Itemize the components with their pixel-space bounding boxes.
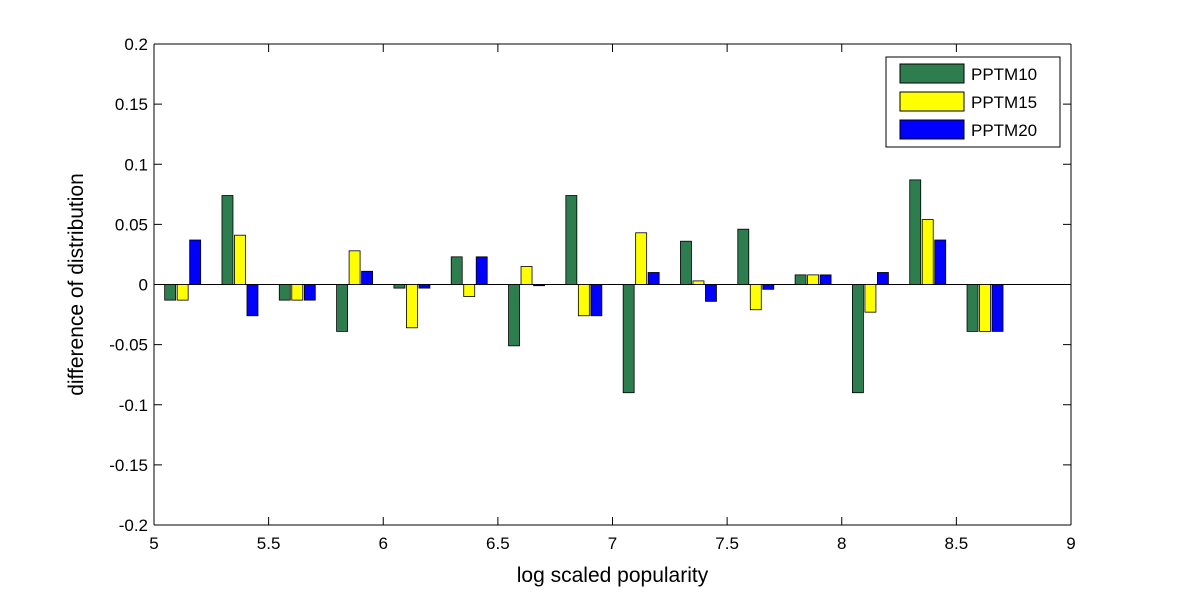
y-tick-label: 0.05 xyxy=(115,215,148,234)
bar-pptm15-9 xyxy=(692,280,705,285)
bar-pptm10-9 xyxy=(680,240,692,285)
y-tick-label: 0.1 xyxy=(124,155,148,174)
legend: PPTM10 PPTM15 PPTM20 xyxy=(885,56,1061,148)
bar-pptm10-2 xyxy=(278,284,291,301)
bar-pptm20-1 xyxy=(246,284,259,317)
bar-pptm10-14 xyxy=(966,284,979,332)
bar-pptm10-11 xyxy=(794,274,807,285)
bar-pptm20-0 xyxy=(189,239,202,285)
x-axis-title: log scaled popularity xyxy=(517,564,709,587)
x-tick-label: 6.5 xyxy=(486,534,510,553)
bar-pptm10-4 xyxy=(393,284,406,289)
legend-swatch-pptm15 xyxy=(899,91,965,112)
x-tick-label: 7 xyxy=(608,534,617,553)
bar-pptm15-3 xyxy=(348,250,361,285)
bar-pptm10-13 xyxy=(909,179,922,285)
y-tick-label: 0.2 xyxy=(124,35,148,54)
legend-label-pptm10: PPTM10 xyxy=(971,65,1037,84)
bar-pptm20-10 xyxy=(762,284,775,290)
bars-layer xyxy=(164,179,1004,394)
y-axis-title: difference of distribution xyxy=(65,173,88,396)
bar-pptm20-13 xyxy=(934,239,947,285)
bar-pptm15-5 xyxy=(463,284,476,297)
bar-pptm15-7 xyxy=(577,284,590,317)
bar-pptm15-6 xyxy=(520,266,533,285)
bar-pptm15-11 xyxy=(807,274,819,285)
ticks-layer: 5 5.5 6 6.5 7 7.5 8 8.5 9 0.2 0.15 0.1 0.05 0 -0.05 -0.… xyxy=(109,35,1075,553)
bar-pptm10-7 xyxy=(565,195,578,285)
x-tick-label: 7.5 xyxy=(715,534,739,553)
bar-pptm20-4 xyxy=(418,284,431,289)
y-tick-label: 0 xyxy=(139,276,148,295)
x-tick-label: 9 xyxy=(1066,534,1075,553)
x-tick-label: 8 xyxy=(837,534,846,553)
y-tick-label: -0.2 xyxy=(119,516,148,535)
bar-pptm10-6 xyxy=(508,284,520,347)
x-tick-label: 5.5 xyxy=(257,534,281,553)
bar-pptm15-0 xyxy=(176,284,189,301)
bar-pptm20-9 xyxy=(705,284,717,302)
bar-pptm20-12 xyxy=(877,272,889,285)
x-tick-label: 8.5 xyxy=(945,534,969,553)
bar-pptm20-14 xyxy=(991,284,1004,332)
bar-pptm10-5 xyxy=(450,256,463,285)
bar-pptm20-8 xyxy=(647,272,660,285)
legend-swatch-pptm20 xyxy=(899,119,965,140)
y-tick-label: -0.05 xyxy=(109,336,148,355)
bar-pptm10-12 xyxy=(852,284,864,394)
bar-pptm20-6 xyxy=(533,284,545,287)
bar-pptm20-11 xyxy=(819,274,832,285)
bar-pptm10-1 xyxy=(221,195,234,285)
bar-pptm10-10 xyxy=(737,228,750,285)
bar-pptm15-14 xyxy=(979,284,991,332)
bar-pptm10-0 xyxy=(164,284,177,301)
bar-pptm10-8 xyxy=(622,284,635,394)
bar-pptm15-8 xyxy=(635,232,648,285)
bar-pptm15-1 xyxy=(234,234,246,285)
y-tick-label: -0.15 xyxy=(109,456,148,475)
bar-pptm20-2 xyxy=(303,284,316,301)
bar-pptm15-13 xyxy=(921,219,934,285)
legend-swatch-pptm10 xyxy=(899,63,965,84)
x-tick-label: 6 xyxy=(379,534,388,553)
bar-pptm20-3 xyxy=(361,270,373,285)
bar-pptm10-3 xyxy=(336,284,348,332)
bar-pptm15-2 xyxy=(291,284,304,301)
bar-pptm20-7 xyxy=(590,284,603,317)
y-tick-label: 0.15 xyxy=(115,95,148,114)
y-tick-label: -0.1 xyxy=(119,396,148,415)
x-tick-label: 5 xyxy=(149,534,158,553)
bar-pptm15-12 xyxy=(864,284,877,313)
bar-pptm15-4 xyxy=(406,284,418,329)
legend-label-pptm20: PPTM20 xyxy=(971,121,1037,140)
legend-label-pptm15: PPTM15 xyxy=(971,93,1037,112)
bar-pptm20-5 xyxy=(475,256,488,285)
bar-pptm15-10 xyxy=(749,284,762,311)
